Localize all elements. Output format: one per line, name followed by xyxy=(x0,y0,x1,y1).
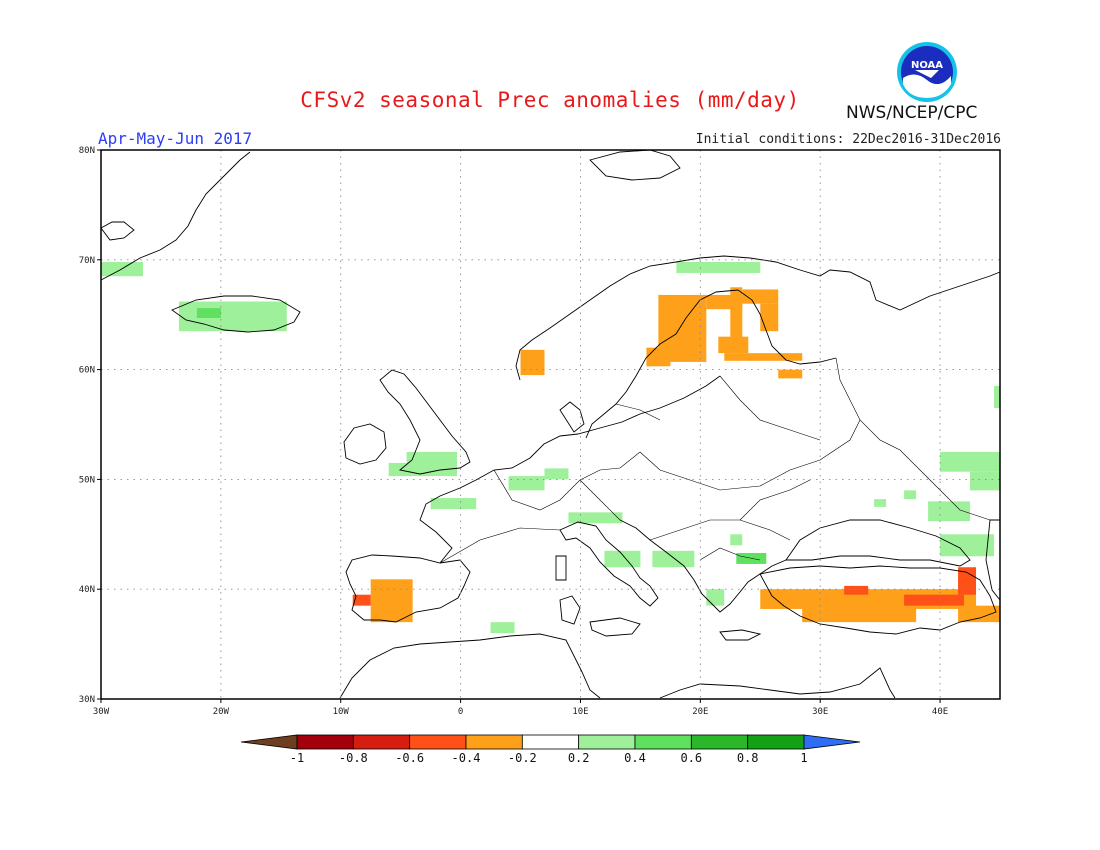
anomaly-cell-26 xyxy=(544,468,569,480)
colorbar-label: 0.4 xyxy=(624,751,646,765)
colorbar-label: -1 xyxy=(290,751,304,765)
lon-tick-label: 20E xyxy=(692,707,708,717)
anomaly-cell-33 xyxy=(490,622,515,634)
lat-tick-label: 60N xyxy=(79,366,95,376)
anomaly-cell-14 xyxy=(370,579,413,623)
anomaly-cell-38 xyxy=(994,386,1000,409)
anomaly-cell-1 xyxy=(178,301,287,332)
precip-anomaly-map: 30W 20W 10W 0 10E 20E 30E 40E 30N 40N 50N 60N 70N 80N xyxy=(79,146,1001,717)
lon-tick-label: 20W xyxy=(213,707,230,717)
colorbar-label: 0.2 xyxy=(568,751,590,765)
colorbar-label: 1 xyxy=(800,751,807,765)
colorbar-swatch xyxy=(578,734,636,750)
anomaly-cell-17 xyxy=(802,608,917,623)
lon-tick-label: 30W xyxy=(93,707,110,717)
colorbar-low-arrow xyxy=(240,734,298,750)
lon-tick-label: 30E xyxy=(812,707,828,717)
anomaly-cell-40 xyxy=(904,490,917,500)
colorbar-swatch xyxy=(747,734,805,750)
map-frame xyxy=(100,149,1001,700)
anomaly-cell-2 xyxy=(196,308,221,318)
country-borders xyxy=(439,357,991,564)
anomaly-cell-19 xyxy=(904,594,965,606)
anomaly-cell-29 xyxy=(652,550,695,568)
anomaly-cell-5 xyxy=(646,347,671,367)
anomaly-cell-31 xyxy=(730,534,743,546)
anomaly-cell-25 xyxy=(508,476,545,491)
lon-tick-label: 0 xyxy=(458,707,463,717)
lon-tick-label: 10W xyxy=(333,707,350,717)
anomaly-cell-28 xyxy=(604,550,641,568)
anomaly-cell-11 xyxy=(724,353,803,361)
colorbar-swatch xyxy=(634,734,692,750)
lat-tick-label: 50N xyxy=(79,475,95,485)
colorbar-swatch xyxy=(352,734,411,750)
lat-tick-label: 80N xyxy=(79,146,95,156)
anomaly-cell-32 xyxy=(706,589,725,606)
anomaly-cell-18 xyxy=(844,585,869,595)
colorbar-label: -0.2 xyxy=(508,751,537,765)
anomaly-cell-37 xyxy=(940,534,995,557)
chart-title: CFSv2 seasonal Prec anomalies (mm/day) xyxy=(300,88,800,112)
lat-tick-label: 40N xyxy=(79,585,95,595)
anomaly-cell-15 xyxy=(352,594,371,606)
anomaly-cell-36 xyxy=(928,501,971,522)
logo-text: NOAA xyxy=(911,60,943,71)
anomaly-cell-13 xyxy=(520,349,545,376)
anomaly-cell-21 xyxy=(958,605,1000,623)
anomaly-cell-34 xyxy=(940,451,1000,472)
colorbar-swatch xyxy=(409,734,467,750)
anomaly-cell-12 xyxy=(778,369,803,379)
agency-label: NWS/NCEP/CPC xyxy=(846,103,978,123)
anomaly-cell-20 xyxy=(958,567,977,595)
colorbar-swatch xyxy=(296,734,354,750)
lat-tick-label: 30N xyxy=(79,695,95,705)
colorbar-label: 0.8 xyxy=(737,751,759,765)
colorbar-label: -0.8 xyxy=(339,751,368,765)
colorbar-label: -0.6 xyxy=(395,751,424,765)
colorbar-swatch xyxy=(690,734,749,750)
lon-tick-label: 40E xyxy=(932,707,948,717)
axis-ticks: 30W 20W 10W 0 10E 20E 30E 40E 30N 40N 50N 60N 70N 80N xyxy=(79,146,948,717)
colorbar-high-arrow xyxy=(803,734,861,750)
anomaly-cell-27 xyxy=(568,512,623,524)
noaa-logo-icon: NOAA xyxy=(897,42,957,102)
anomaly-cell-10 xyxy=(718,336,749,354)
anomaly-cell-9 xyxy=(760,303,779,332)
anomaly-cell-39 xyxy=(874,499,887,507)
anomaly-cell-8 xyxy=(742,289,779,304)
colorbar-label: 0.6 xyxy=(680,751,702,765)
anomaly-cell-7 xyxy=(730,287,743,343)
lat-tick-label: 70N xyxy=(79,256,95,266)
anomaly-cell-24 xyxy=(430,498,477,510)
graticule xyxy=(101,150,1000,699)
season-label: Apr-May-Jun 2017 xyxy=(98,129,253,148)
anomaly-cell-3 xyxy=(676,261,761,273)
anomaly-layer xyxy=(101,261,1000,634)
colorbar-swatch xyxy=(465,734,523,750)
colorbar-swatch xyxy=(521,734,580,750)
lon-tick-label: 10E xyxy=(572,707,588,717)
initial-conditions-label: Initial conditions: 22Dec2016-31Dec2016 xyxy=(695,132,1001,147)
colorbar-label: -0.4 xyxy=(452,751,481,765)
anomaly-cell-35 xyxy=(970,471,1000,491)
